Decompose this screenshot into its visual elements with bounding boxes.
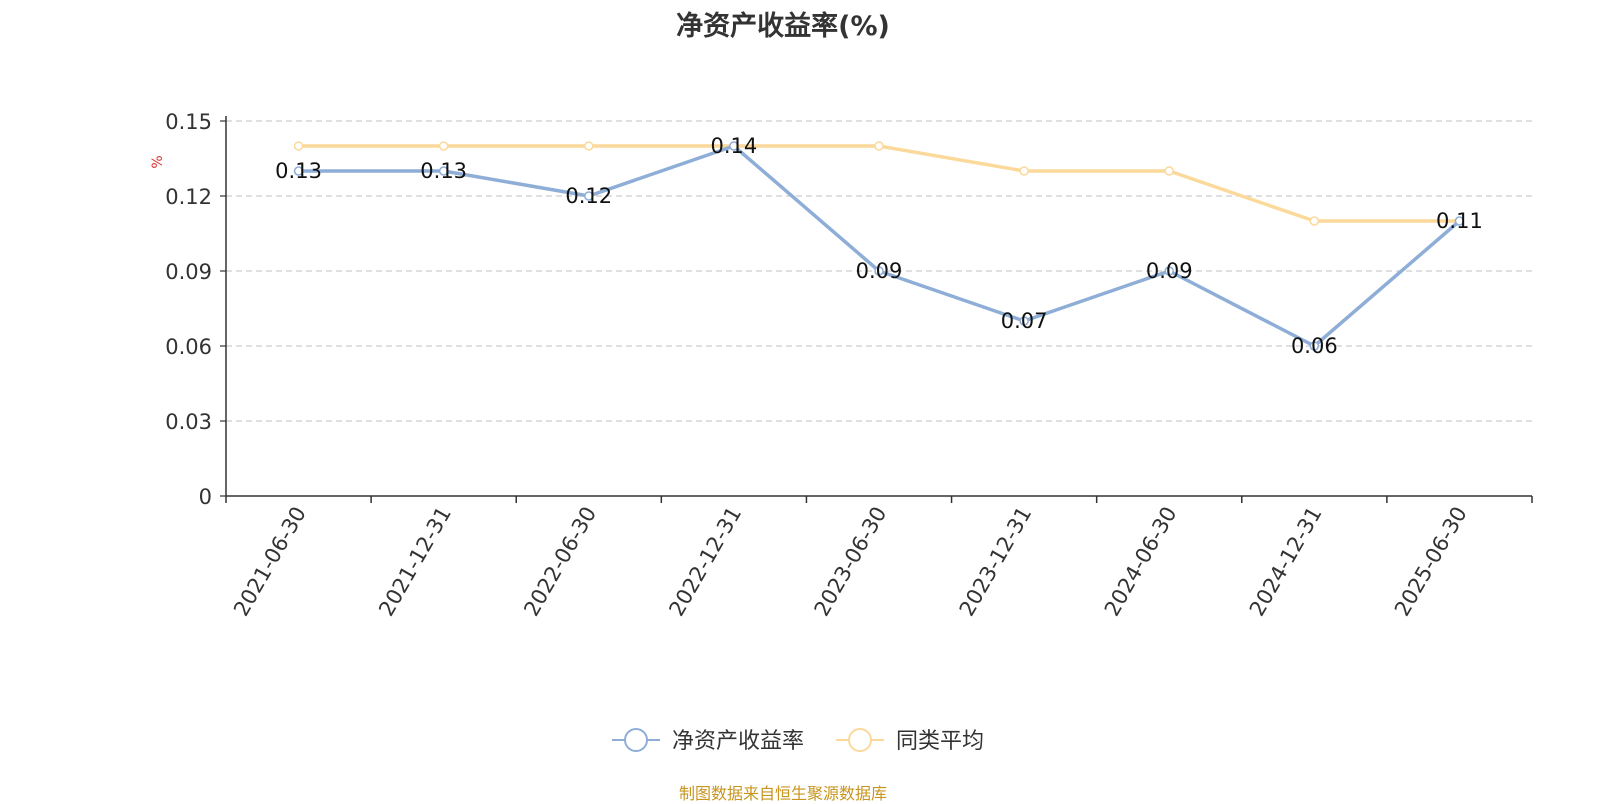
series-point-1 bbox=[874, 141, 884, 151]
series-point-0 bbox=[1019, 316, 1029, 326]
data-label: 0.11 bbox=[1436, 209, 1483, 233]
data-label: 0.09 bbox=[1146, 259, 1193, 283]
series-point-0 bbox=[1454, 216, 1465, 226]
x-tick-label: 2024-12-31 bbox=[1245, 503, 1327, 621]
series-point-1 bbox=[1164, 166, 1174, 176]
series-point-1 bbox=[584, 141, 594, 151]
series-line-1 bbox=[298, 144, 1460, 223]
series bbox=[293, 141, 1465, 351]
y-tick-label: 0.06 bbox=[165, 335, 212, 359]
axes: 0 0.03 0.06 0.09 0.12 0.15% 2021-06-30 2021-12-… bbox=[150, 110, 1533, 621]
series-point-0 bbox=[874, 266, 884, 276]
series-point-1 bbox=[1309, 216, 1320, 226]
y-axis-unit-label: % bbox=[150, 155, 166, 168]
legend-marker-1 bbox=[848, 728, 872, 752]
x-tick-label: 2025-06-30 bbox=[1390, 503, 1472, 621]
series-point-1 bbox=[438, 141, 449, 151]
series-point-1 bbox=[1019, 166, 1029, 176]
x-tick-label: 2022-06-30 bbox=[519, 503, 601, 621]
data-label: 0.07 bbox=[1001, 309, 1048, 333]
legend-label-1: 同类平均 bbox=[896, 729, 984, 754]
series-line-0 bbox=[298, 144, 1461, 348]
x-tick-label: 2024-06-30 bbox=[1100, 503, 1182, 621]
y-tick-label: 0.09 bbox=[165, 260, 212, 284]
series-point-0 bbox=[293, 166, 304, 176]
series-point-1 bbox=[293, 141, 304, 151]
x-tick-label: 2023-06-30 bbox=[810, 503, 892, 621]
legend-label-0: 净资产收益率 bbox=[672, 729, 804, 754]
data-label: 0.09 bbox=[856, 259, 903, 283]
x-tick-label: 2023-12-31 bbox=[955, 503, 1037, 621]
series-point-0 bbox=[438, 166, 449, 176]
data-label: 0.06 bbox=[1291, 334, 1338, 358]
series-point-0 bbox=[584, 191, 594, 201]
legend: 净资产收益率 同类平均 bbox=[612, 728, 984, 754]
series-point-0 bbox=[1309, 341, 1320, 351]
y-tick-label: 0.15 bbox=[165, 110, 212, 134]
data-label: 0.13 bbox=[275, 159, 322, 183]
legend-marker-0 bbox=[624, 728, 648, 752]
y-tick-label: 0.03 bbox=[165, 410, 212, 434]
series-point-0 bbox=[729, 141, 739, 151]
x-tick-label: 2022-12-31 bbox=[664, 503, 746, 621]
x-tick-label: 2021-06-30 bbox=[229, 503, 311, 621]
data-label: 0.14 bbox=[711, 134, 758, 158]
x-tick-label: 2021-12-31 bbox=[374, 502, 456, 620]
data-label: 0.12 bbox=[565, 184, 612, 208]
data-label: 0.13 bbox=[420, 159, 467, 183]
y-tick-label: 0.12 bbox=[165, 185, 212, 209]
chart-title: 净资产收益率(%) bbox=[676, 11, 890, 42]
y-tick-label: 0 bbox=[199, 485, 212, 509]
data-labels: 0.13 0.13 0.12 0.14 0.09 0.07 0.09 0.06 0.11 bbox=[275, 134, 1483, 358]
source-note: 制图数据来自恒生聚源数据库 bbox=[678, 784, 887, 803]
series-point-0 bbox=[1164, 266, 1174, 276]
